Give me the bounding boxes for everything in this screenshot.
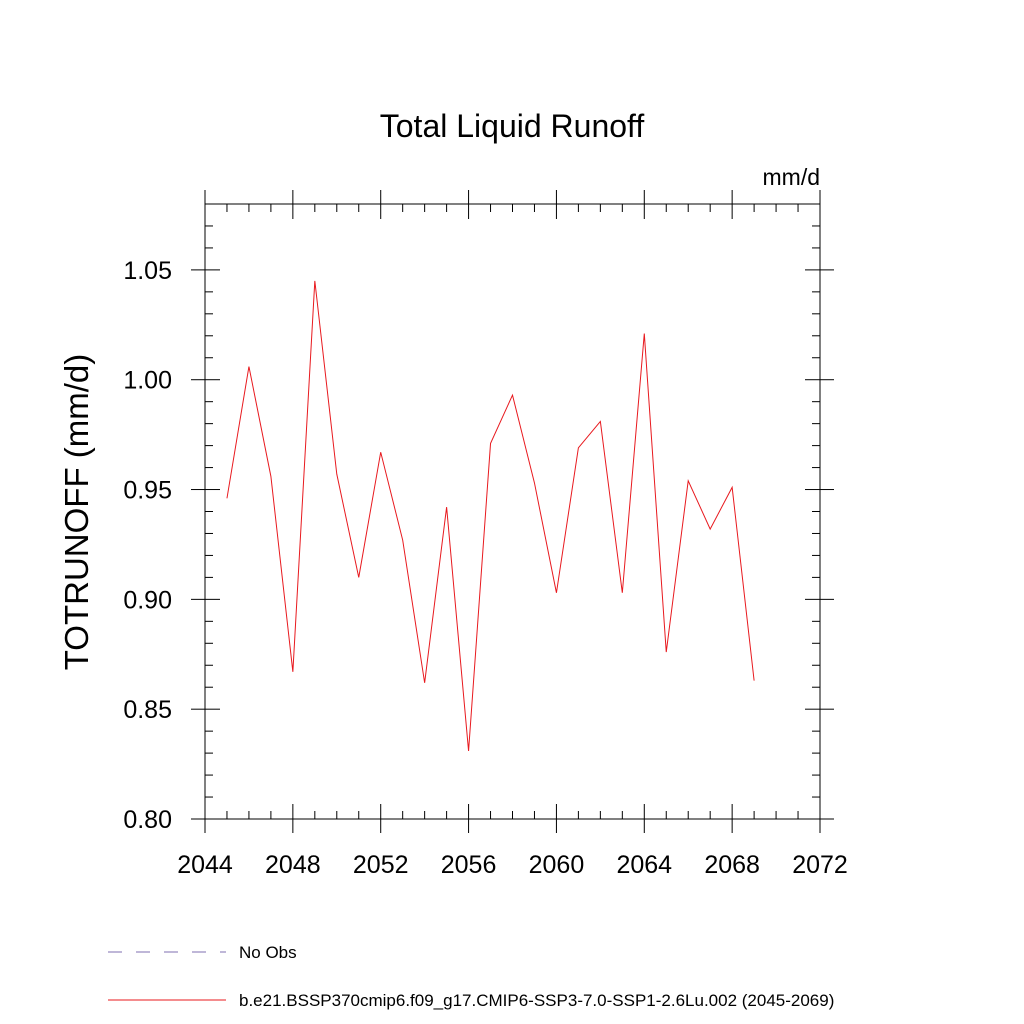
x-tick-label: 2072	[792, 851, 848, 879]
chart-title: Total Liquid Runoff	[380, 108, 645, 144]
plot-frame	[204, 203, 821, 820]
tick-labels: 2044 2048 2052 2056 2060 2064 2068 2072 0.80 0.85…	[123, 257, 847, 879]
x-tick-label: 2056	[441, 851, 497, 879]
legend-entry: b.e21.BSSP370cmip6.f09_g17.CMIP6-SSP3-7.…	[239, 991, 834, 1010]
x-tick-label: 2052	[353, 851, 409, 879]
x-tick-label: 2068	[704, 851, 760, 879]
series-lines	[226, 280, 755, 751]
x-tick-label: 2044	[177, 851, 233, 879]
axis-ticks	[191, 190, 834, 833]
x-tick-label: 2048	[265, 851, 321, 879]
y-axis-label: TOTRUNOFF (mm/d)	[58, 354, 95, 671]
y-tick-label: 0.80	[123, 806, 172, 834]
y-tick-label: 1.00	[123, 367, 172, 395]
y-tick-label: 0.85	[123, 696, 172, 724]
x-tick-label: 2064	[616, 851, 672, 879]
units-label: mm/d	[763, 164, 821, 190]
y-tick-label: 0.95	[123, 477, 172, 505]
y-tick-label: 1.05	[123, 257, 172, 285]
legend: No Obs b.e21.BSSP370cmip6.f09_g17.CMIP6-S…	[108, 943, 834, 1010]
y-tick-label: 0.90	[123, 586, 172, 614]
series-line	[226, 280, 755, 751]
x-tick-label: 2060	[529, 851, 585, 879]
legend-entry: No Obs	[239, 943, 297, 962]
